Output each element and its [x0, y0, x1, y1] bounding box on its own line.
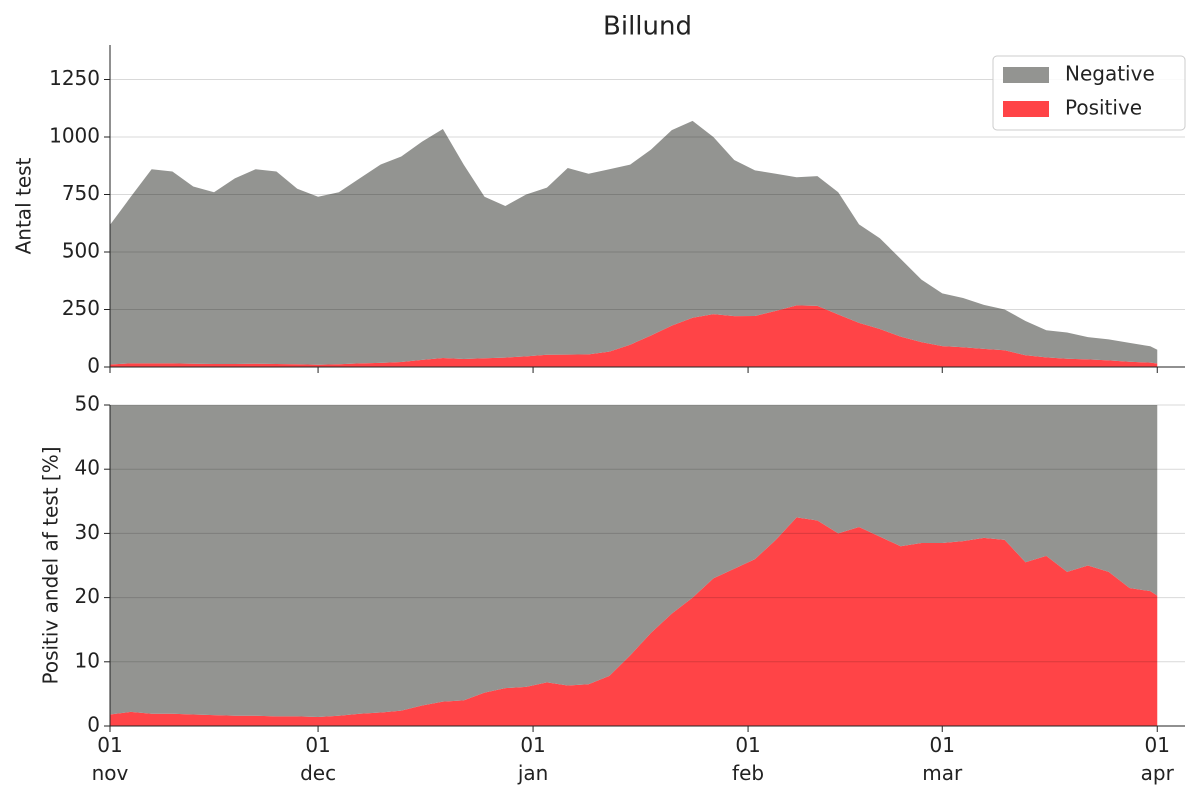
y-tick-label: 250 — [62, 296, 100, 320]
y-tick-label: 1000 — [49, 124, 100, 148]
legend-label: Negative — [1065, 62, 1155, 86]
x-tick-label: 01 mar — [922, 733, 963, 785]
y-tick-label: 10 — [75, 648, 100, 672]
y-tick-label: 0 — [87, 713, 100, 737]
area — [110, 517, 1158, 726]
area — [110, 405, 1158, 718]
legend-swatch — [1003, 67, 1049, 83]
legend-swatch — [1003, 101, 1049, 117]
legend-label: Positive — [1065, 96, 1142, 120]
y-axis-label: Positiv andel af test [%] — [39, 446, 63, 684]
y-tick-label: 500 — [62, 239, 100, 263]
area — [110, 120, 1158, 365]
y-tick-label: 1250 — [49, 66, 100, 90]
x-tick-label: 01 feb — [732, 733, 764, 785]
chart-title: Billund — [603, 12, 692, 42]
y-tick-label: 0 — [87, 354, 100, 378]
x-tick-label: 01 jan — [517, 733, 549, 785]
y-tick-label: 750 — [62, 181, 100, 205]
x-tick-label: 01 nov — [92, 733, 129, 785]
y-tick-label: 20 — [75, 584, 100, 608]
y-axis-label: Antal test — [12, 157, 36, 254]
y-tick-label: 30 — [75, 520, 100, 544]
area — [110, 305, 1158, 367]
y-tick-label: 40 — [75, 456, 100, 480]
x-tick-label: 01 dec — [300, 733, 336, 785]
x-tick-label: 01 apr — [1141, 733, 1175, 785]
y-tick-label: 50 — [75, 392, 100, 416]
